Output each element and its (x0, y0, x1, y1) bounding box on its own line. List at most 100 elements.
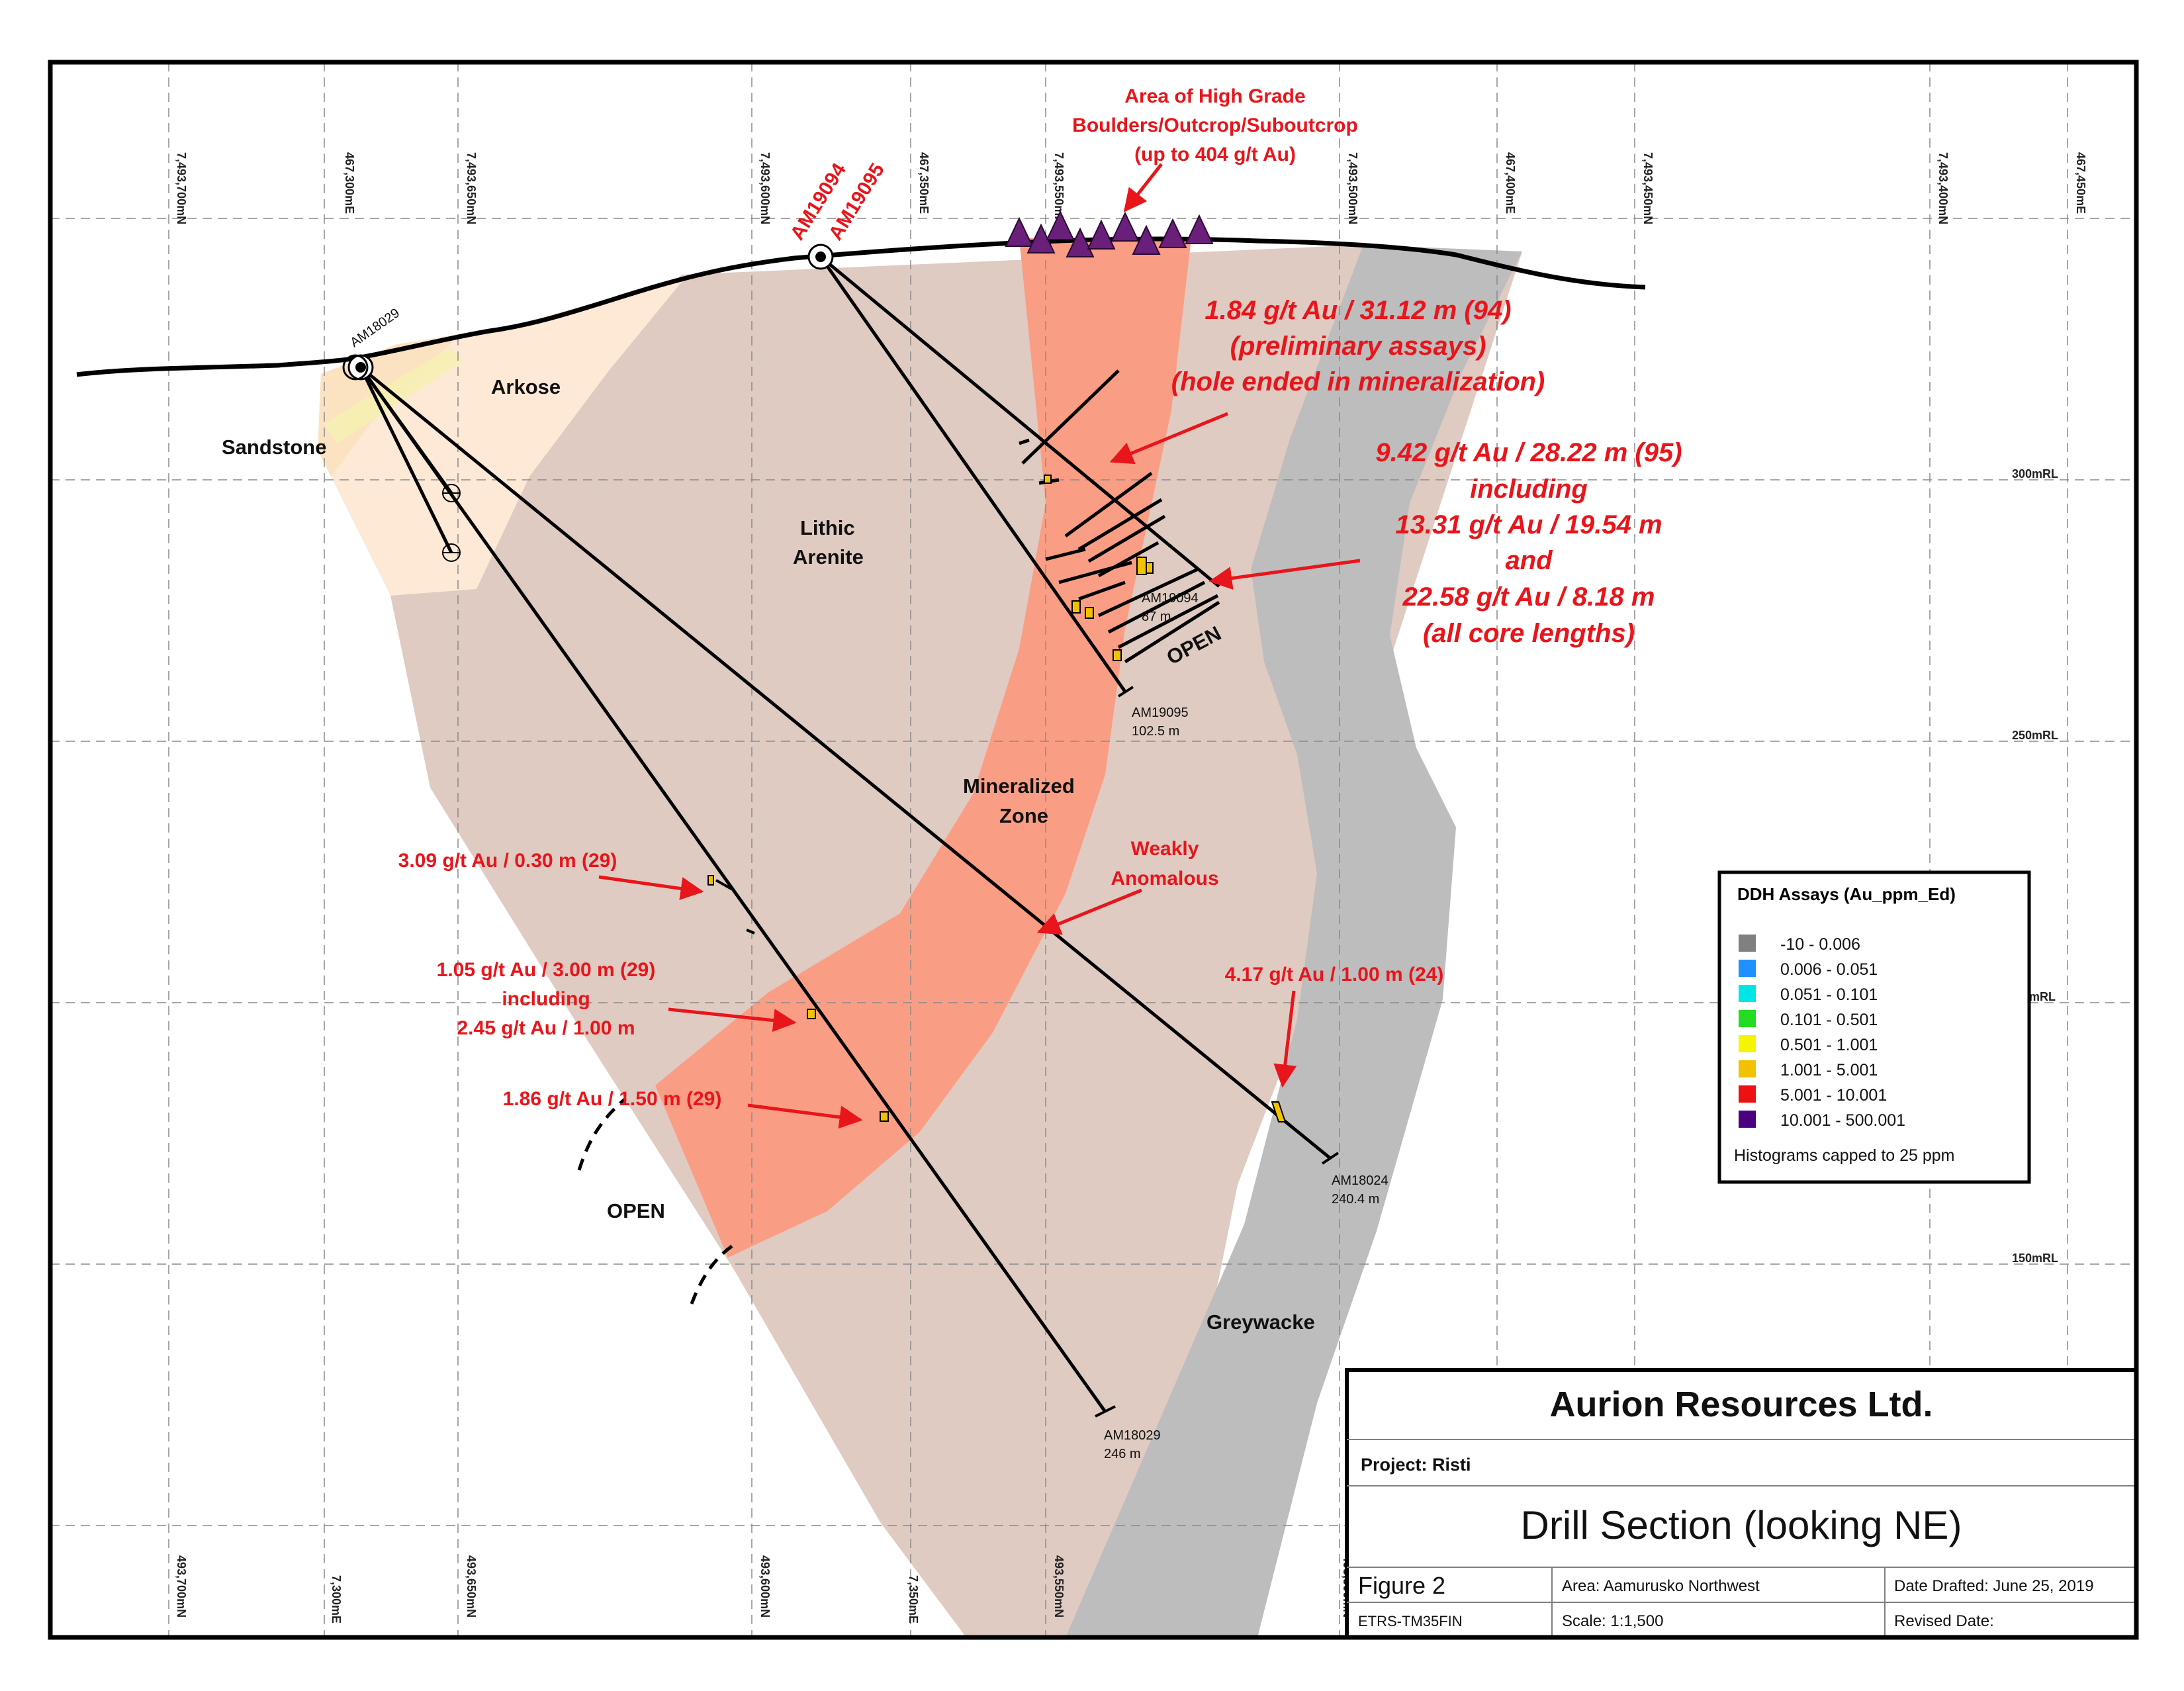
hole-am19095-trace (819, 255, 1127, 693)
annot-high-grade-3: (up to 404 g/t Au) (1134, 144, 1296, 165)
elevation-label: 250mRL (2012, 729, 2058, 742)
legend-label: 0.501 - 1.001 (1780, 1036, 1878, 1054)
label-open-lower: OPEN (607, 1199, 665, 1222)
grid-label-bottom: 493,650mN (465, 1555, 478, 1618)
label-sandstone: Sandstone (222, 435, 326, 459)
outcrop-markers (1005, 210, 1214, 257)
grid-label-bottom: 7,300mE (330, 1575, 343, 1623)
annot-hole95-2: including (1470, 475, 1588, 504)
annot-105-3: 2.45 g/t Au / 1.00 m (457, 1017, 635, 1039)
annot-105-2: including (502, 988, 590, 1010)
legend-label: 5.001 - 10.001 (1780, 1086, 1887, 1105)
topographic-surface (76, 236, 1646, 377)
legend-swatch (1739, 960, 1756, 977)
label-am18024-end: AM18024 (1332, 1173, 1388, 1188)
grid-label-top: 467,350mE (917, 152, 931, 214)
legend-note: Histograms capped to 25 ppm (1734, 1146, 1955, 1165)
legend-swatch (1739, 1111, 1756, 1128)
drill-holes (359, 255, 1332, 1413)
assay-histograms (1019, 369, 1220, 664)
legend-label: -10 - 0.006 (1780, 935, 1860, 954)
grid-labels-top: 7,493,700mN 467,300mE 7,493,650mN 7,493,… (175, 152, 2087, 224)
label-am18029-end: AM18029 (1104, 1428, 1161, 1443)
grid-label-bottom: 493,550mN (1052, 1555, 1066, 1618)
label-greywacke: Greywacke (1206, 1310, 1315, 1334)
legend-label: 0.006 - 0.051 (1780, 960, 1878, 979)
hole-am18029-trace (359, 366, 1107, 1413)
area-name: Area: Aamurusko Northwest (1562, 1577, 1760, 1595)
annot-309: 3.09 g/t Au / 0.30 m (29) (398, 850, 617, 872)
assay-legend: DDH Assays (Au_ppm_Ed) -10 - 0.006 0.006 … (1717, 870, 2031, 1184)
legend-swatch (1739, 985, 1756, 1002)
label-arkose: Arkose (491, 375, 561, 398)
annotation-arrows (598, 163, 1361, 1129)
legend-label: 1.001 - 5.001 (1780, 1061, 1878, 1079)
revised-date: Revised Date: (1894, 1612, 1994, 1630)
elevation-label: 150mRL (2012, 1252, 2058, 1265)
grid-label-top: 7,493,700mN (175, 152, 188, 224)
label-arenite: Arenite (793, 545, 864, 569)
label-mineralized: Mineralized (963, 774, 1075, 798)
annot-high-grade-1: Area of High Grade (1124, 85, 1305, 107)
elevation-label: mRL (2029, 990, 2056, 1003)
annot-hole95-3: 13.31 g/t Au / 19.54 m (1395, 510, 1662, 539)
grid-label-top: 7,493,550mN (1052, 152, 1066, 224)
label-am19095-end: AM19095 (1132, 706, 1189, 720)
label-am19095-len: 102.5 m (1132, 724, 1179, 739)
open-extent-curves (577, 1097, 736, 1304)
coordinate-system: ETRS-TM35FIN (1358, 1613, 1463, 1629)
annot-hole94-1: 1.84 g/t Au / 31.12 m (94) (1205, 296, 1511, 325)
legend-swatch (1739, 935, 1756, 952)
hole-am18024-trace (359, 366, 1332, 1160)
annot-weak-2: Anomalous (1111, 868, 1218, 890)
legend-label: 0.101 - 0.501 (1780, 1011, 1878, 1029)
annot-hole95-4: and (1505, 546, 1553, 575)
grid-label-bottom: 493,700mN (175, 1555, 188, 1618)
label-zone: Zone (999, 804, 1048, 827)
map-scale: Scale: 1:1,500 (1562, 1612, 1663, 1630)
annot-hole95-6: (all core lengths) (1423, 619, 1635, 648)
title-block: Aurion Resources Ltd. Project: Risti Dri… (1345, 1368, 2138, 1639)
grid-label-top: 467,300mE (343, 152, 356, 214)
assay-yellow-bars (707, 475, 1287, 1122)
collar-markers (342, 244, 834, 562)
legend-label: 10.001 - 500.001 (1780, 1111, 1905, 1130)
annot-hole94-2: (preliminary assays) (1230, 332, 1486, 361)
section-title: Drill Section (looking NE) (1521, 1503, 1962, 1547)
grid-label-top: 7,493,450mN (1641, 152, 1655, 224)
elevation-label: 300mRL (2012, 467, 2058, 480)
elevation-labels: 300mRL 250mRL mRL 150mRL (2012, 467, 2058, 1265)
grid-label-top: 7,493,500mN (1346, 152, 1359, 224)
legend-swatch (1739, 1060, 1756, 1077)
label-am19094-end: AM19094 (1142, 591, 1199, 606)
map-frame (48, 60, 2139, 1640)
figure-number: Figure 2 (1358, 1572, 1445, 1599)
legend-label: 0.051 - 0.101 (1780, 985, 1878, 1004)
annotations: Area of High Grade Boulders/Outcrop/Subo… (398, 85, 1682, 1110)
date-drafted: Date Drafted: June 25, 2019 (1894, 1577, 2094, 1595)
label-am19094-len: 87 m (1142, 610, 1171, 624)
annot-186: 1.86 g/t Au / 1.50 m (29) (503, 1088, 722, 1110)
annot-417: 4.17 g/t Au / 1.00 m (24) (1225, 964, 1444, 985)
grid-label-top: 467,400mE (1504, 152, 1517, 214)
annot-hole95-1: 9.42 g/t Au / 28.22 m (95) (1375, 438, 1682, 467)
hole-am19094-trace (819, 255, 1220, 588)
label-lithic: Lithic (800, 516, 855, 539)
company-name: Aurion Resources Ltd. (1549, 1385, 1933, 1424)
grid-label-bottom: 7,350mE (907, 1575, 920, 1623)
legend-swatch (1739, 1035, 1756, 1052)
legend-swatch (1739, 1085, 1756, 1103)
legend-swatch (1739, 1010, 1756, 1027)
grid-label-bottom: 493,600mN (758, 1555, 772, 1618)
annot-weak-1: Weakly (1131, 838, 1199, 860)
label-am18024-len: 240.4 m (1332, 1192, 1379, 1207)
grid-label-top: 7,493,400mN (1936, 152, 1950, 224)
grid-label-top: 467,450mE (2074, 152, 2087, 214)
label-am18029-len: 246 m (1104, 1447, 1141, 1461)
annot-high-grade-2: Boulders/Outcrop/Suboutcrop (1072, 114, 1358, 136)
grid-label-top: 7,493,600mN (758, 152, 772, 224)
annot-hole95-5: 22.58 g/t Au / 8.18 m (1402, 582, 1655, 612)
annot-hole94-3: (hole ended in mineralization) (1171, 367, 1545, 396)
legend-title: DDH Assays (Au_ppm_Ed) (1737, 884, 1956, 904)
